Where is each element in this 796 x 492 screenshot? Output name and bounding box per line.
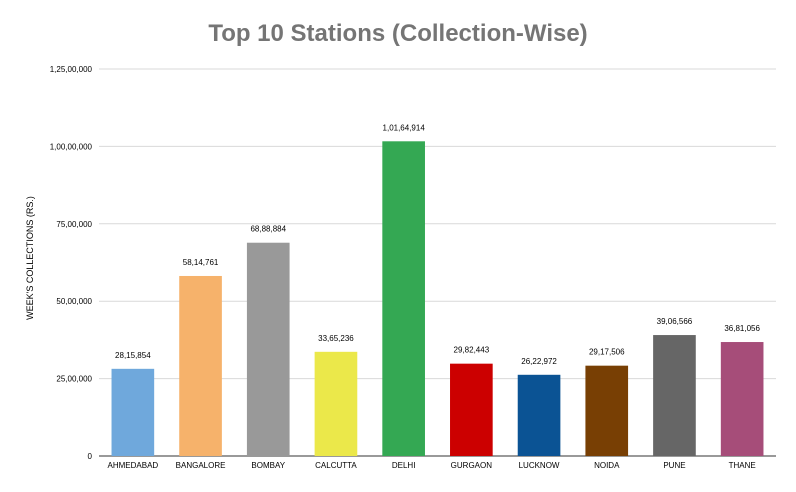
y-tick-label: 75,00,000 xyxy=(56,220,92,229)
y-tick-label: 1,00,00,000 xyxy=(50,142,93,151)
x-tick-label-noida: NOIDA xyxy=(594,461,620,470)
y-tick-label: 1,25,00,000 xyxy=(50,65,93,74)
bar-delhi xyxy=(382,141,425,457)
x-tick-label-calcutta: CALCUTTA xyxy=(315,461,357,470)
data-label-ahmedabad: 28,15,854 xyxy=(115,351,151,360)
x-tick-label-lucknow: LUCKNOW xyxy=(519,461,560,470)
x-tick-labels: AHMEDABAD BANGALORE BOMBAY CALCUTTA DELHI GUR… xyxy=(108,461,756,470)
y-tick-label: 50,00,000 xyxy=(56,297,92,306)
y-axis-label: WEEK'S COLLECTIONS (RS.) xyxy=(25,196,35,320)
data-label-bangalore: 58,14,761 xyxy=(183,258,219,267)
bars xyxy=(111,141,764,457)
x-tick-label-delhi: DELHI xyxy=(392,461,416,470)
x-tick-label-bangalore: BANGALORE xyxy=(176,461,226,470)
x-tick-label-thane: THANE xyxy=(729,461,756,470)
x-tick-label-ahmedabad: AHMEDABAD xyxy=(108,461,159,470)
bar-pune xyxy=(653,335,696,456)
y-tick-label: 0 xyxy=(88,452,93,461)
data-label-thane: 36,81,056 xyxy=(724,324,760,333)
data-label-pune: 39,06,566 xyxy=(657,317,693,326)
x-tick-label-pune: PUNE xyxy=(663,461,685,470)
y-tick-labels: 0 25,00,000 50,00,000 75,00,000 1,00,00,000 1… xyxy=(50,65,93,461)
bar-bombay xyxy=(246,242,290,456)
data-label-calcutta: 33,65,236 xyxy=(318,334,354,343)
y-tick-label: 25,00,000 xyxy=(56,375,92,384)
x-tick-label-gurgaon: GURGAON xyxy=(451,461,493,470)
chart-title: Top 10 Stations (Collection-Wise) xyxy=(208,20,588,47)
bar-thane xyxy=(720,342,764,456)
bar-noida xyxy=(585,365,629,456)
data-label-noida: 29,17,506 xyxy=(589,348,625,357)
bar-calcutta xyxy=(314,351,358,456)
bar-lucknow xyxy=(517,374,561,456)
bar-bangalore xyxy=(179,275,222,456)
data-labels: 28,15,854 58,14,761 68,88,884 33,65,236 1,01… xyxy=(115,123,760,365)
x-tick-label-bombay: BOMBAY xyxy=(251,461,285,470)
data-label-lucknow: 26,22,972 xyxy=(521,357,557,366)
bar-gurgaon xyxy=(450,363,493,456)
data-label-delhi: 1,01,64,914 xyxy=(383,123,426,132)
data-label-bombay: 68,88,884 xyxy=(250,225,286,234)
bar-ahmedabad xyxy=(111,368,155,456)
data-label-gurgaon: 29,82,443 xyxy=(454,346,490,355)
